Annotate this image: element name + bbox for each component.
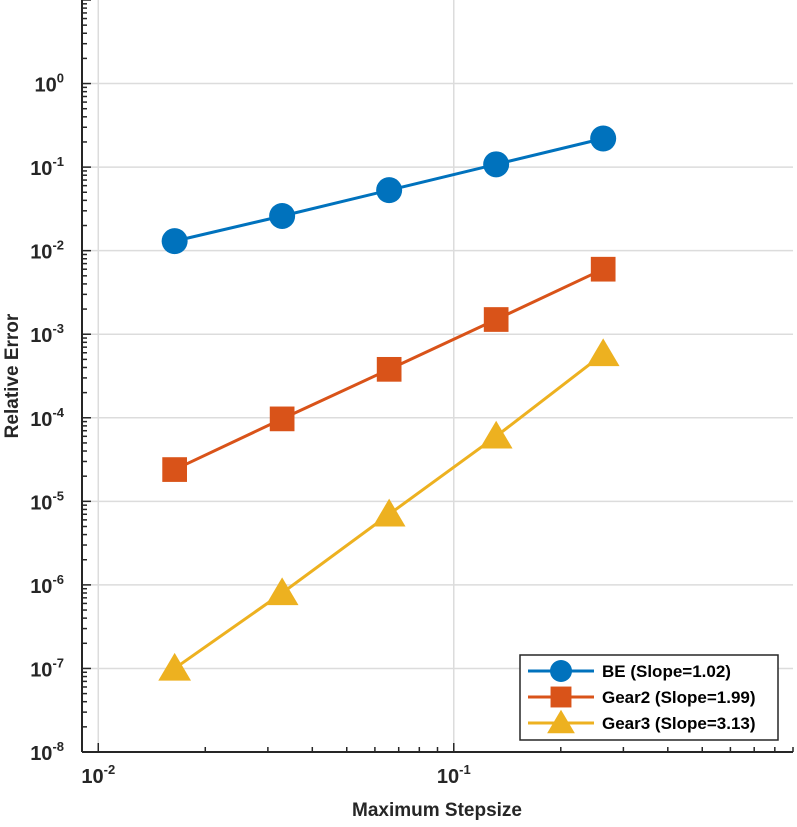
- y-tick-label: 10-3: [30, 321, 64, 347]
- data-point: [162, 457, 187, 482]
- data-point: [550, 686, 572, 708]
- x-tick-label: 10-1: [437, 762, 471, 788]
- data-point: [590, 256, 616, 282]
- data-point: [547, 709, 575, 734]
- axes: [81, 0, 794, 753]
- legend-label: BE (Slope=1.02): [602, 662, 731, 681]
- tick-labels: 10-2 10-1 10-8 10-7 10-6 10-5 10-4 10-3 10-2 10-1…: [30, 71, 470, 788]
- y-tick-label: 10-8: [30, 739, 64, 765]
- data-point: [376, 356, 402, 382]
- legend-entry: BE (Slope=1.02): [528, 660, 731, 682]
- series-square: [162, 256, 616, 482]
- data-point: [590, 125, 617, 152]
- legend-entry: Gear3 (Slope=3.13): [528, 709, 756, 734]
- y-tick-label: 10-6: [30, 572, 64, 598]
- y-tick-label: 100: [35, 71, 64, 97]
- legend-entry: Gear2 (Slope=1.99): [528, 686, 756, 708]
- y-axis-title: Relative Error: [2, 313, 23, 438]
- series-triangle: [158, 338, 620, 681]
- x-tick-label: 10-2: [81, 762, 115, 788]
- legend-label: Gear2 (Slope=1.99): [602, 688, 756, 707]
- data-point: [479, 420, 513, 449]
- y-tick-label: 10-1: [30, 154, 64, 180]
- data-point: [483, 151, 510, 178]
- data-point: [269, 202, 296, 229]
- y-tick-label: 10-2: [30, 238, 64, 264]
- data-point: [376, 177, 403, 204]
- legend-label: Gear3 (Slope=3.13): [602, 714, 756, 733]
- y-tick-label: 10-7: [30, 655, 64, 681]
- data-point: [161, 228, 188, 255]
- data-point: [586, 338, 620, 367]
- data-point: [158, 652, 192, 681]
- data-point: [550, 660, 572, 682]
- data-point: [372, 498, 406, 527]
- y-tick-label: 10-4: [30, 405, 65, 431]
- legend: BE (Slope=1.02) Gear2 (Slope=1.99) Gear3 (…: [519, 654, 779, 741]
- series-layer: [158, 125, 620, 681]
- x-axis-title: Maximum Stepsize: [352, 800, 522, 821]
- data-point: [265, 577, 299, 606]
- data-point: [269, 406, 295, 432]
- data-point: [483, 307, 509, 332]
- plot-background: [82, 0, 793, 752]
- y-tick-label: 10-5: [30, 488, 64, 514]
- series-circle: [161, 125, 617, 255]
